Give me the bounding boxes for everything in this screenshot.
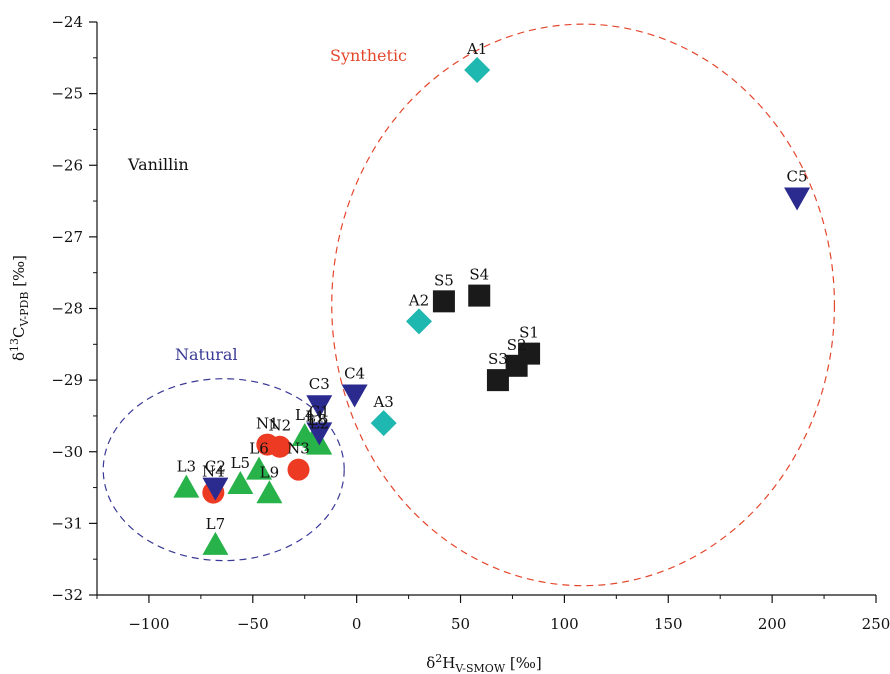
point-label-n4: N4 [202,463,225,481]
y-tick-label: −28 [51,300,83,318]
y-tick-label: −24 [51,13,83,31]
point-label-c2: C2 [205,458,226,476]
point-label-s2: S2 [507,336,527,354]
x-tick-label: 150 [654,615,683,633]
point-s2 [505,354,528,377]
point-c4 [341,384,368,408]
point-label-n3: N3 [287,440,310,458]
point-label-l3: L3 [177,458,197,476]
point-label-l1: L1 [305,407,325,425]
point-label-a1: A1 [466,40,487,58]
y-tick-label: −26 [51,156,83,174]
y-tick-label: −25 [51,85,83,103]
point-label-c3: C3 [309,375,330,393]
point-s3 [486,369,509,392]
synthetic-label: Synthetic [330,46,407,65]
point-c2 [202,477,229,501]
point-a2 [405,308,432,335]
y-tick-label: −29 [51,371,83,389]
y-tick-label: −30 [51,443,83,461]
point-label-s4: S4 [469,266,489,284]
point-label-l7: L7 [206,515,226,533]
point-label-l2: L2 [310,415,330,433]
point-label-s1: S1 [519,324,539,342]
point-label-l4: L4 [295,406,315,424]
x-tick-label: 200 [758,615,787,633]
point-s5 [432,290,455,313]
panel-label: Vanillin [127,155,189,174]
point-s4 [468,284,491,307]
point-a3 [370,410,397,437]
point-c1 [306,422,333,446]
y-tick-label: −32 [51,586,83,604]
point-a1 [464,56,491,83]
point-l9 [256,480,283,504]
point-label-s5: S5 [434,271,454,289]
point-label-n1: N1 [256,415,279,433]
x-tick-label: 250 [862,615,890,633]
point-label-l6: L6 [249,440,269,458]
natural-region-ellipse [102,378,345,562]
point-label-n2: N2 [268,417,291,435]
point-l3 [173,474,200,498]
point-n2 [268,435,291,458]
x-tick-label: 0 [352,615,362,633]
x-tick-label: 50 [451,615,470,633]
x-ticks: −100 −50 0 50 100 150 200 250 [96,595,890,633]
region-ellipses [102,23,836,587]
y-tick-label: −31 [51,514,83,532]
point-label-l9: L9 [260,463,280,481]
point-n3 [287,458,310,481]
point-label-c1: C1 [309,402,330,420]
point-c3 [306,395,333,419]
y-ticks: −24 −25 −26 −27 −28 −29 −30 −31 −32 [51,13,97,604]
point-label-l5: L5 [231,454,251,472]
y-tick-label: −27 [51,228,83,246]
point-label-a2: A2 [408,291,429,309]
data-points [173,56,811,555]
point-label-a3: A3 [372,393,393,411]
natural-label: Natural [175,345,238,364]
point-label-c4: C4 [344,364,365,382]
x-tick-label: −100 [128,615,169,633]
point-label-l8: L8 [307,411,327,429]
point-label-s3: S3 [488,350,508,368]
point-label-c5: C5 [787,167,808,185]
point-l7 [202,531,229,555]
x-tick-label: 100 [550,615,579,633]
point-c5 [784,187,811,211]
y-axis-title: δ13CV-PDB [‰] [8,255,31,361]
point-l6 [246,456,273,480]
x-tick-label: −50 [237,615,269,633]
x-axis-title: δ2HV-SMOW [‰] [426,652,542,674]
synthetic-region-ellipse [331,23,836,587]
point-l5 [227,470,254,494]
